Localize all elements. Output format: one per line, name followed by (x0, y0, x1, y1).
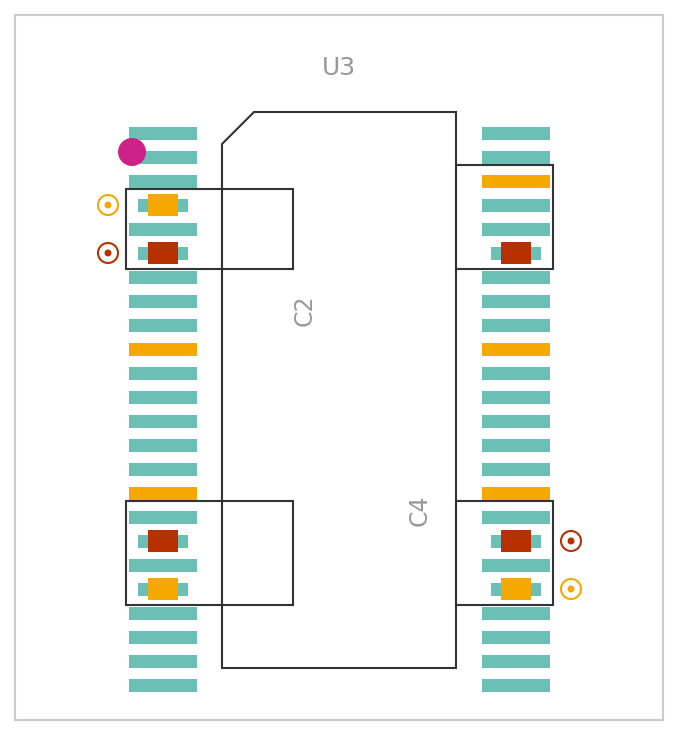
Bar (491, 583, 501, 595)
Bar (129, 462, 197, 476)
Bar (531, 534, 541, 548)
Bar (148, 578, 178, 600)
Bar (129, 678, 197, 692)
Bar (178, 534, 188, 548)
Bar (482, 151, 550, 163)
Circle shape (567, 586, 574, 592)
Bar (482, 198, 550, 212)
Bar (482, 678, 550, 692)
Bar (129, 654, 197, 667)
Bar (129, 270, 197, 284)
Text: C4: C4 (408, 494, 432, 526)
Bar (491, 534, 501, 548)
Bar (129, 223, 197, 235)
Bar (456, 165, 553, 269)
Bar (531, 246, 541, 259)
Bar (129, 487, 197, 500)
Bar (482, 439, 550, 451)
Bar (126, 189, 293, 269)
Text: C2: C2 (293, 294, 317, 326)
Bar (482, 343, 550, 356)
Bar (138, 534, 148, 548)
Bar (482, 559, 550, 572)
Bar (482, 390, 550, 404)
Bar (129, 318, 197, 331)
Bar (482, 318, 550, 331)
Bar (129, 439, 197, 451)
Bar (531, 583, 541, 595)
Bar (178, 198, 188, 212)
Bar (129, 415, 197, 428)
Circle shape (104, 249, 111, 257)
Bar (482, 223, 550, 235)
Bar (129, 295, 197, 307)
Bar (178, 583, 188, 595)
Bar (138, 583, 148, 595)
Bar (491, 246, 501, 259)
Bar (129, 631, 197, 644)
Circle shape (561, 531, 581, 551)
Bar (482, 415, 550, 428)
Bar (482, 606, 550, 620)
Bar (129, 174, 197, 187)
Bar (129, 559, 197, 572)
Circle shape (561, 579, 581, 599)
Bar (456, 501, 553, 605)
Bar (178, 246, 188, 259)
Circle shape (104, 201, 111, 209)
Circle shape (118, 138, 146, 166)
Bar (482, 295, 550, 307)
Circle shape (98, 243, 118, 263)
Polygon shape (222, 112, 456, 668)
Bar (501, 242, 531, 264)
Bar (129, 390, 197, 404)
Text: U3: U3 (322, 56, 356, 80)
Bar (129, 151, 197, 163)
Bar (129, 343, 197, 356)
Bar (129, 606, 197, 620)
Bar (148, 194, 178, 216)
Bar (129, 511, 197, 523)
Bar (482, 462, 550, 476)
Bar (129, 126, 197, 140)
Bar (482, 654, 550, 667)
Bar (148, 530, 178, 552)
Bar (482, 174, 550, 187)
Circle shape (567, 537, 574, 545)
Bar (148, 242, 178, 264)
Bar (482, 270, 550, 284)
Bar (482, 126, 550, 140)
Bar (129, 367, 197, 379)
Bar (126, 501, 293, 605)
Bar (501, 578, 531, 600)
Bar (138, 246, 148, 259)
Bar (501, 530, 531, 552)
Bar (482, 511, 550, 523)
Bar (482, 487, 550, 500)
Bar (482, 631, 550, 644)
Bar (482, 367, 550, 379)
Bar (138, 198, 148, 212)
Circle shape (98, 195, 118, 215)
